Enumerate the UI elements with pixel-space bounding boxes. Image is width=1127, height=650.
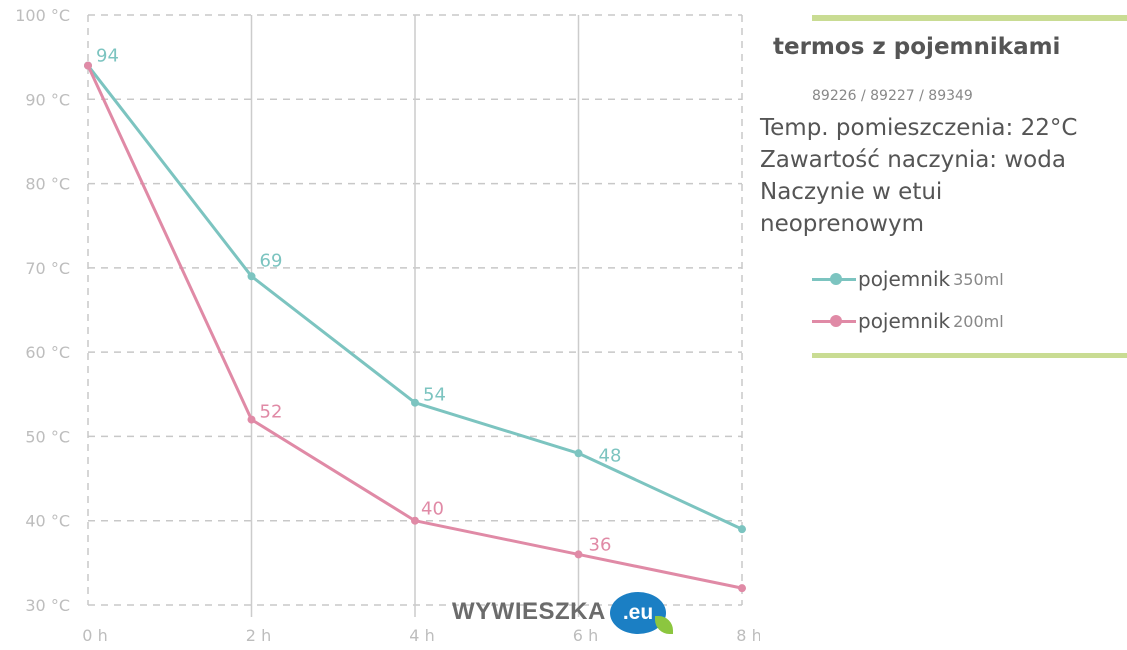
legend-marker-icon <box>812 272 856 286</box>
chart-data-labels: 946954483952403632 <box>96 46 622 556</box>
legend-label: pojemnik <box>858 267 951 291</box>
x-tick-label: 4 h <box>409 626 434 645</box>
data-point <box>247 272 256 281</box>
panel-title: termos z pojemnikami <box>773 34 1061 60</box>
chart-axes: 30 °C 40 °C 50 °C 60 °C 70 °C 80 °C 90 °C 100 °… <box>15 6 760 645</box>
data-point <box>411 516 419 525</box>
x-tick-label: 6 h <box>573 626 598 645</box>
chart-series <box>84 61 746 593</box>
y-tick-label: 60 °C <box>25 343 70 362</box>
data-label: 94 <box>96 46 119 67</box>
watermark-text: WYWIESZKA <box>452 598 606 625</box>
description-line: Naczynie w etui <box>760 179 943 205</box>
description-line: Zawartość naczynia: woda <box>760 147 1066 173</box>
x-tick-label: 2 h <box>246 626 271 645</box>
data-label: 40 <box>421 499 444 520</box>
y-tick-label: 100 °C <box>15 6 70 25</box>
data-label: 69 <box>260 250 283 271</box>
legend-item-200ml: pojemnik 200ml <box>812 300 1004 342</box>
y-tick-label: 50 °C <box>25 427 70 446</box>
legend-volume: 200ml <box>953 311 1004 331</box>
product-codes: 89226 / 89227 / 89349 <box>812 88 973 104</box>
y-tick-label: 40 °C <box>25 512 70 531</box>
data-point <box>574 550 583 559</box>
panel-description: Temp. pomieszczenia: 22°C Zawartość nacz… <box>760 112 1077 240</box>
chart-grid <box>87 14 743 617</box>
data-point <box>574 449 583 458</box>
data-point <box>738 525 746 534</box>
data-point <box>84 61 92 70</box>
data-label: 48 <box>599 445 622 466</box>
legend-marker-icon <box>812 314 856 328</box>
legend-item-350ml: pojemnik 350ml <box>812 258 1004 300</box>
legend-label: pojemnik <box>858 309 951 333</box>
temperature-line-chart: 30 °C 40 °C 50 °C 60 °C 70 °C 80 °C 90 °C 100 °… <box>15 6 760 645</box>
bottom-accent-rule <box>812 353 1127 358</box>
y-tick-label: 70 °C <box>25 259 70 278</box>
leaf-icon <box>655 616 673 634</box>
chart-legend: pojemnik 350ml pojemnik 200ml <box>812 258 1004 342</box>
data-point <box>738 584 746 593</box>
y-tick-label: 30 °C <box>25 596 70 615</box>
data-label: 36 <box>589 534 612 555</box>
data-label: 54 <box>423 385 446 406</box>
data-point <box>247 415 256 424</box>
legend-volume: 350ml <box>953 269 1004 289</box>
description-line: Temp. pomieszczenia: 22°C <box>760 115 1078 141</box>
y-tick-label: 90 °C <box>25 90 70 109</box>
y-tick-label: 80 °C <box>25 175 70 194</box>
x-tick-label: 8 h <box>736 626 760 645</box>
data-point <box>411 398 419 407</box>
description-line: neoprenowym <box>760 211 924 237</box>
data-label: 52 <box>260 402 283 423</box>
top-accent-rule <box>812 15 1127 21</box>
x-tick-label: 0 h <box>82 626 107 645</box>
info-panel: termos z pojemnikami 89226 / 89227 / 893… <box>760 0 1127 360</box>
